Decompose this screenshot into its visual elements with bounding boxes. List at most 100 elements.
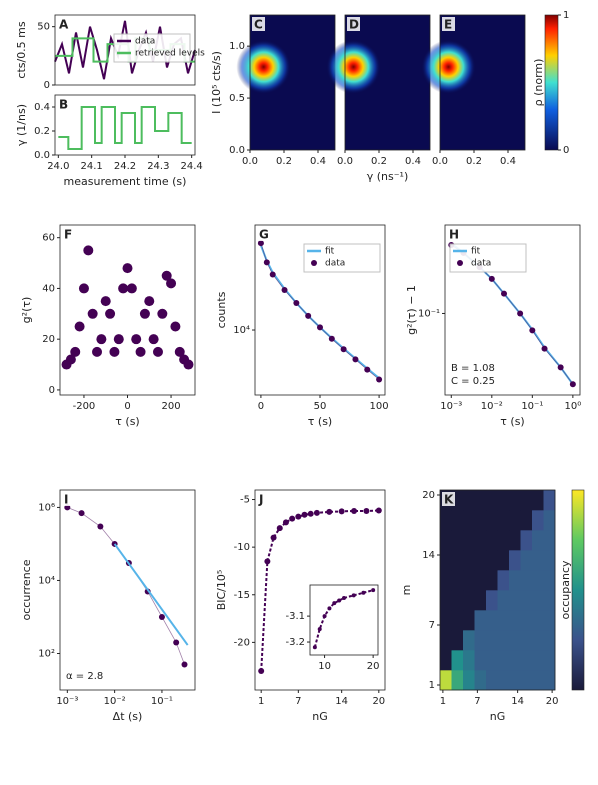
panel-label-bg bbox=[62, 492, 75, 506]
marker bbox=[281, 286, 288, 293]
marker bbox=[364, 366, 371, 373]
grid-cell bbox=[532, 530, 544, 551]
grid-cell bbox=[486, 650, 498, 671]
panel-label-bg bbox=[442, 492, 455, 506]
panel-label: K bbox=[444, 493, 454, 507]
marker bbox=[293, 299, 300, 306]
y-axis-label: γ (1/ns) bbox=[15, 104, 28, 146]
marker bbox=[257, 240, 264, 247]
marker bbox=[557, 364, 564, 371]
x-tick-label: 0.0 bbox=[337, 156, 353, 167]
grid-cell bbox=[532, 610, 544, 631]
y-axis-label: counts bbox=[215, 291, 228, 328]
point bbox=[65, 354, 76, 365]
y-axis-label: g²(τ) − 1 bbox=[405, 285, 418, 335]
y-tick-label: -10 bbox=[234, 542, 250, 553]
marker bbox=[181, 661, 188, 668]
point bbox=[70, 346, 81, 357]
grid-cell bbox=[543, 530, 556, 551]
grid-cell bbox=[463, 510, 475, 531]
x-tick-label: 0.2 bbox=[371, 156, 387, 167]
point bbox=[96, 334, 107, 345]
x-axis-label: τ (s) bbox=[500, 415, 524, 428]
x-tick-label: 100 bbox=[370, 401, 389, 412]
marker bbox=[322, 614, 327, 619]
legend-swatch bbox=[311, 260, 317, 266]
point bbox=[109, 346, 120, 357]
panel-label-bg bbox=[57, 17, 70, 31]
y-tick-label: 0.0 bbox=[34, 150, 50, 161]
grid-cell bbox=[463, 490, 475, 511]
panel-label: F bbox=[64, 228, 72, 242]
grid-cell bbox=[543, 610, 556, 631]
x-tick-label: 20 bbox=[546, 696, 559, 707]
point bbox=[183, 359, 194, 370]
marker bbox=[351, 507, 358, 514]
point bbox=[113, 334, 124, 345]
marker bbox=[173, 639, 180, 646]
y-tick-label: 0.5 bbox=[229, 93, 245, 104]
marker bbox=[376, 376, 383, 383]
point bbox=[100, 296, 111, 307]
y-tick-label: 50 bbox=[37, 22, 50, 33]
grid-cell bbox=[520, 650, 533, 671]
x-tick-label: 20 bbox=[372, 696, 385, 707]
marker bbox=[295, 513, 302, 520]
y-tick-label: 20 bbox=[422, 490, 435, 501]
x-tick-label: 10⁻¹ bbox=[151, 696, 173, 707]
marker bbox=[307, 510, 314, 517]
grid-cell bbox=[520, 570, 533, 591]
point bbox=[83, 245, 94, 256]
marker bbox=[317, 324, 323, 331]
grid-cell bbox=[474, 650, 487, 671]
marker bbox=[269, 271, 276, 278]
point bbox=[139, 308, 150, 319]
grid-cell bbox=[474, 510, 487, 531]
marker bbox=[338, 508, 345, 515]
grid-cell bbox=[451, 670, 464, 691]
grid-cell bbox=[543, 510, 556, 531]
grid-cell bbox=[497, 590, 510, 611]
y-tick-label: 1.0 bbox=[229, 41, 245, 52]
grid-cell bbox=[486, 670, 498, 691]
grid-cell bbox=[543, 490, 556, 511]
grid-cell bbox=[440, 550, 452, 571]
legend-label: data bbox=[471, 259, 491, 269]
panel-label: J bbox=[258, 493, 263, 507]
x-tick-label: 14 bbox=[511, 696, 524, 707]
x-tick-label: 1 bbox=[258, 696, 264, 707]
annotation: B = 1.08 bbox=[451, 363, 495, 374]
marker bbox=[78, 510, 85, 517]
panel-label-bg bbox=[57, 97, 70, 111]
y-tick-label: 10⁴ bbox=[233, 325, 250, 336]
grid-cell bbox=[520, 630, 533, 651]
panel-label-bg bbox=[252, 17, 265, 31]
point bbox=[148, 334, 159, 345]
marker bbox=[340, 346, 347, 353]
marker bbox=[488, 275, 495, 282]
marker bbox=[289, 515, 296, 522]
point bbox=[78, 283, 89, 294]
grid-cell bbox=[532, 510, 544, 531]
grid-cell bbox=[532, 670, 544, 691]
marker bbox=[282, 519, 289, 526]
grid-cell bbox=[451, 590, 464, 611]
grid-cell bbox=[463, 550, 475, 571]
grid-cell bbox=[543, 550, 556, 571]
grid-cell bbox=[509, 590, 521, 611]
y-tick-label: 40 bbox=[42, 283, 55, 294]
x-tick-label: 0 bbox=[258, 401, 264, 412]
plot-area bbox=[310, 585, 378, 655]
x-tick-label: 0.2 bbox=[466, 156, 482, 167]
grid-cell bbox=[440, 510, 452, 531]
x-tick-label: 10⁰ bbox=[564, 401, 581, 412]
y-tick-label: 10⁴ bbox=[38, 575, 55, 586]
grid-cell bbox=[474, 570, 487, 591]
panel-label: C bbox=[254, 18, 263, 32]
point bbox=[126, 283, 137, 294]
x-tick-label: 200 bbox=[162, 401, 181, 412]
grid-cell bbox=[497, 650, 510, 671]
y-axis-label: I (10⁵ cts/s) bbox=[210, 51, 223, 114]
marker bbox=[517, 310, 524, 317]
y-tick-label: 60 bbox=[42, 233, 55, 244]
